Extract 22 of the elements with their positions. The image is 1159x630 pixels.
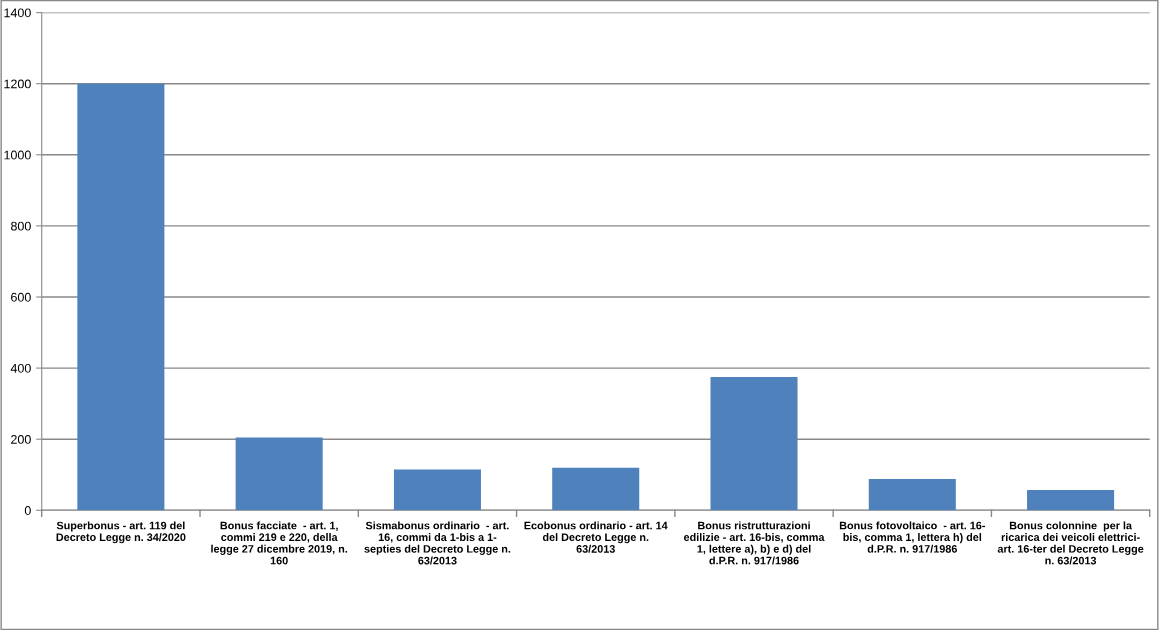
x-tick-label: Bonus ristrutturazioni edilizie - art. 16-bis, comma 1, lettere a), b) e d) del d.P.R. n. 917/1986 <box>684 521 825 565</box>
y-tick-label: 1200 <box>4 79 31 89</box>
bar <box>393 469 481 511</box>
y-tick-label: 1000 <box>4 150 31 160</box>
y-tick-label: 600 <box>11 292 31 302</box>
y-tick-label: 200 <box>11 435 31 444</box>
x-tick-label: Bonus colonnine per la ricarica dei veicoli elettrici- art. 16-ter del Decreto Legge n. 63/2013 <box>997 521 1144 565</box>
y-tick-label: 0 <box>24 506 31 515</box>
y-tick-label: 800 <box>11 221 31 231</box>
x-tick-label: Bonus fotovoltaico - art. 16- bis, comma 1, lettera h) del d.P.R. n. 917/1986 <box>839 521 985 553</box>
x-tick-label: Ecobonus ordinario - art. 14 del Decreto Legge n. 63/2013 <box>524 521 668 553</box>
bar <box>710 376 798 511</box>
x-tick-label: Sismabonus ordinario - art. 16, commi da 1-bis a 1- septies del Decreto Legge n. 63/2013 <box>364 521 511 565</box>
bar <box>552 467 640 511</box>
bar <box>77 83 165 511</box>
bar <box>868 479 956 511</box>
bar <box>235 437 323 511</box>
y-tick-label: 1400 <box>4 8 31 18</box>
x-tick-label: Superbonus - art. 119 del Decreto Legge n. 34/2020 <box>56 521 186 544</box>
bar <box>1027 490 1115 511</box>
y-tick-label: 400 <box>10 363 31 373</box>
x-tick-label: Bonus facciate - art. 1, commi 219 e 220, della legge 27 dicembre 2019, n. 160 <box>211 521 348 565</box>
